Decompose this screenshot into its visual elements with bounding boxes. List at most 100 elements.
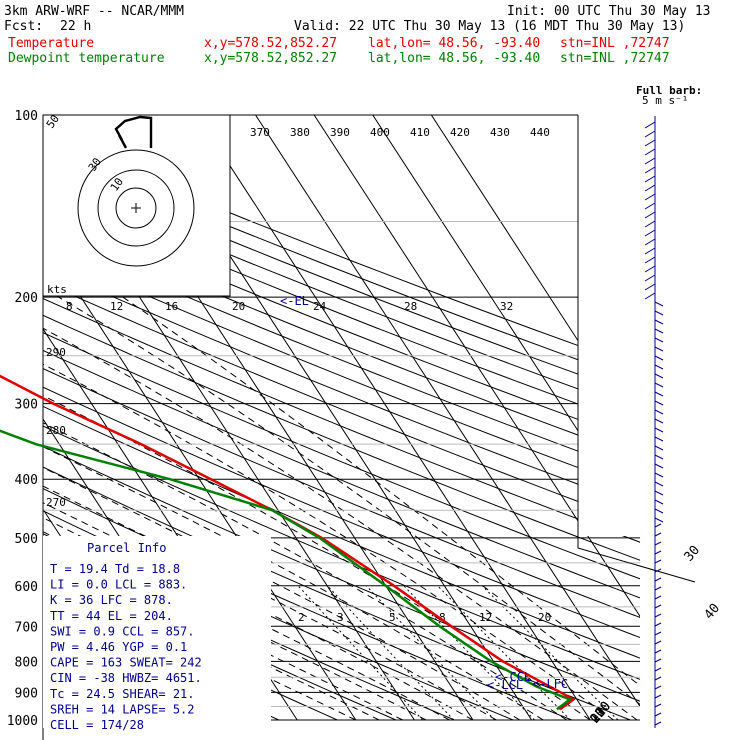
hodograph-ring-inner [115,187,157,229]
pressure-label: 1000 [7,714,38,729]
wind-barb [654,604,662,609]
wind-barb [654,613,662,618]
hodograph-ring-label-middle: 30 [86,155,104,173]
wind-barb [654,559,662,564]
theta-label-left: 270 [46,496,66,509]
theta-label-top: 400 [370,126,390,139]
parcel-info-row: CELL = 174/28 [50,718,144,732]
mixing-ratio-label-upper: 8 [66,300,73,313]
wind-barb [644,184,656,192]
theta-label-top: 430 [490,126,510,139]
theta-label-top: 410 [410,126,430,139]
dewpoint-latlon: lat,lon= 48.56, -93.40 [368,51,541,66]
wind-barb [644,202,656,210]
parcel-info-row: T = 19.4 Td = 18.8 [50,562,180,576]
parcel-info-row: SWI = 0.9 CCL = 857. [50,624,195,638]
wind-barb [654,463,664,469]
mixing-ratio-label-lower: 2 [298,611,305,624]
wind-barb [644,211,656,219]
el-marker: <-EL [280,294,309,308]
wind-barb [654,568,662,573]
wind-barb [654,400,664,406]
mixing-ratio-label-upper: 28 [404,300,417,313]
wind-barb [644,139,656,147]
wind-barb [654,676,662,681]
theta-label-top: 420 [450,126,470,139]
theta-label-top: 440 [530,126,550,139]
parcel-info-row: Tc = 24.5 SHEAR= 21. [50,687,195,701]
theta-label-top: 370 [250,126,270,139]
wind-barb [654,445,664,451]
wind-barb [644,229,656,237]
wind-barb [654,409,664,415]
parcel-info-row: SREH = 14 LAPSE= 5.2 [50,702,195,716]
temperature-xy: x,y=578.52,852.27 [204,36,338,51]
wind-barb [654,595,662,600]
wind-barb [654,301,664,307]
pressure-label: 400 [15,473,38,488]
lcl-marker: <-LCL [487,678,523,692]
hodograph-ring-outer [77,149,195,267]
temperature-label: 40 [702,601,724,623]
wind-barb [654,355,664,361]
wind-barb [654,532,662,537]
wind-barb [654,319,664,325]
parcel-info-row: CAPE = 163 SWEAT= 242 [50,656,202,670]
wind-barb [654,508,664,514]
wind-barb [644,220,656,228]
wind-barb [654,649,662,654]
wind-barbs [644,121,664,726]
wind-barb [654,436,664,442]
wind-barb [654,685,662,690]
wind-barb [654,523,662,528]
wind-barb [654,481,664,487]
dewpoint-legend: Dewpoint temperature [8,51,165,66]
parcel-info-row: CIN = -38 HWBZ= 4651. [50,671,202,685]
parcel-info-row: PW = 4.46 YGP = 0.1 [50,640,187,654]
wind-barb [654,490,664,496]
moist-adiabat-line [43,221,544,721]
pressure-label: 600 [15,580,38,595]
hodograph-ring-middle [97,169,175,247]
mixing-ratio-labels: 8 12 16 20 24 28 32 2 3 5 8 12 20 [66,300,551,624]
wind-barb [654,517,664,523]
wind-barb [654,310,664,316]
wind-barb [654,472,664,478]
dewpoint-xy: x,y=578.52,852.27 [204,51,338,66]
parcel-info-row: LI = 0.0 LCL = 883. [50,578,187,592]
mixing-ratio-label-lower: 3 [337,611,344,624]
wind-barb [644,130,656,138]
theta-labels: 370 380 390 400 410 420 430 440 290 280 270 [46,126,550,509]
wind-barb [654,586,662,591]
wind-barb [644,265,656,273]
temperature-latlon: lat,lon= 48.56, -93.40 [368,36,541,51]
temperature-legend: Temperature [8,36,95,51]
wind-barb [654,631,662,636]
model-title: 3km ARW-WRF -- NCAR/MMM [4,4,185,19]
wind-barb [654,667,662,672]
moist-adiabat-line [43,221,614,721]
wind-barb [654,541,662,546]
hodograph-ring-label-inner: 10 [108,175,126,193]
wind-barb [654,382,664,388]
wind-barb [644,292,656,300]
wind-legend-title: Full barb: [636,84,702,97]
moist-adiabat-line [43,221,640,721]
valid-time: Valid: 22 UTC Thu 30 May 13 (16 MDT Thu … [294,19,686,34]
hodograph: 50 30 10 [44,112,195,267]
wind-barb [654,550,662,555]
parcel-info-title: Parcel Info [87,541,166,555]
wind-barb [654,337,664,343]
wind-legend-units: 5 m s⁻¹ [642,94,688,107]
mixing-ratio-label-upper: 32 [500,300,513,313]
wind-barb [654,328,664,334]
mixing-ratio-label-lower: 5 [389,611,396,624]
isotherm-line [255,115,640,721]
forecast-label: Fcst: [4,19,44,34]
lower-corner-edge [577,536,696,583]
pressure-label: 100 [15,109,38,124]
wind-barb [654,712,662,717]
wind-barb [644,238,656,246]
hodograph-center-icon [131,203,141,213]
temperature-label: 30 [682,543,704,565]
